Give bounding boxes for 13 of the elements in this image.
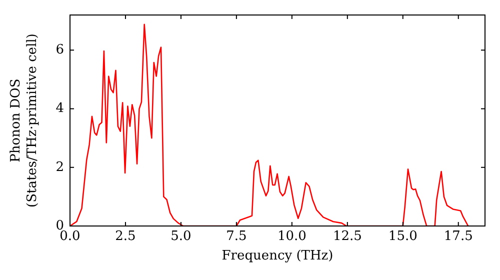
y-tick-label: 4	[56, 101, 64, 116]
x-axis-title: Frequency (THz)	[222, 248, 334, 264]
x-tick-label: 15.0	[388, 229, 418, 244]
x-tick-label: 2.5	[115, 229, 136, 244]
x-tick-label: 12.5	[332, 229, 362, 244]
y-tick-label: 2	[56, 160, 64, 175]
x-tick-label: 17.5	[444, 229, 473, 244]
y-tick-label: 6	[56, 42, 64, 58]
x-tick-label: 7.5	[226, 229, 247, 244]
x-tick-label: 10.0	[277, 229, 306, 244]
y-axis-title: Phonon DOS (States/THz·primitive cell)	[8, 33, 40, 208]
x-tick-label: 0.0	[60, 229, 80, 244]
x-tick-label: 5.0	[170, 229, 192, 244]
